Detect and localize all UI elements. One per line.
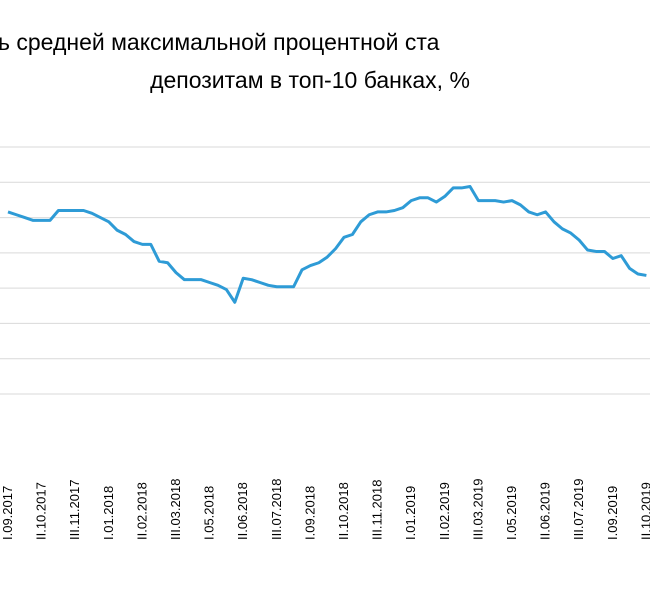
chart-title: депозитам в топ-10 банках, % bbox=[150, 67, 470, 93]
x-tick-label: II.10.2017 bbox=[34, 482, 49, 540]
x-tick-label: II.10.2018 bbox=[336, 482, 351, 540]
x-tick-label: II.02.2019 bbox=[437, 482, 452, 540]
data-line bbox=[7, 185, 647, 304]
x-tick-label: III.03.2019 bbox=[470, 479, 485, 540]
x-tick-label: III.07.2018 bbox=[269, 479, 284, 540]
x-tick-label: I.01.2019 bbox=[403, 486, 418, 540]
x-tick-label: II.02.2018 bbox=[134, 482, 149, 540]
x-tick-label: III.03.2018 bbox=[168, 479, 183, 540]
x-tick-label: I.05.2018 bbox=[202, 486, 217, 540]
x-tick-label: III.11.2018 bbox=[370, 480, 385, 540]
x-tick-label: I.01.2018 bbox=[101, 486, 116, 540]
x-tick-label: II.10.2019 bbox=[638, 482, 650, 540]
x-tick-label: II.06.2019 bbox=[538, 482, 553, 540]
x-tick-label: I.09.2017 bbox=[0, 486, 15, 540]
x-tick-label: I.09.2018 bbox=[302, 486, 317, 540]
x-tick-label: I.05.2019 bbox=[504, 486, 519, 540]
chart-title: ь средней максимальной процентной ста bbox=[0, 29, 440, 55]
x-tick-label: II.06.2018 bbox=[235, 482, 250, 540]
x-tick-label: I.09.2019 bbox=[605, 486, 620, 540]
x-tick-label: III.11.2017 bbox=[67, 480, 82, 540]
x-tick-label: III.07.2019 bbox=[571, 479, 586, 540]
